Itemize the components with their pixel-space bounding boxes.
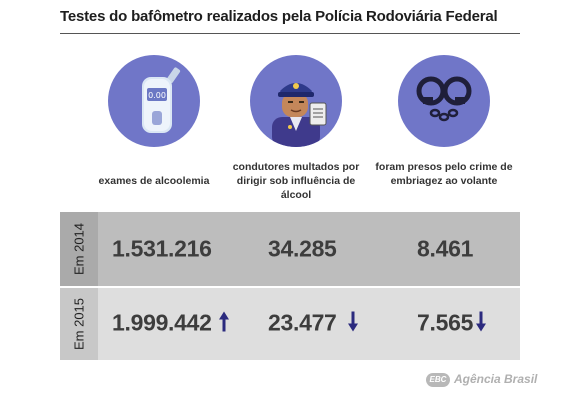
arrow-up-icon: [218, 310, 230, 338]
year-label: Em 2015: [71, 297, 87, 351]
value-arrests-2014: 8.461: [417, 235, 474, 262]
value-arrests-2015-wrap: 7.565: [417, 310, 487, 339]
arrow-down-icon: [347, 310, 359, 338]
brand-badge: EBC: [426, 373, 450, 387]
value-fined-drivers-2014: 34.285: [268, 235, 337, 262]
breathalyzer-icon: 0.00: [108, 55, 200, 147]
breathalyzer-display: 0.00: [148, 91, 166, 100]
value-breath-tests-2015-wrap: 1.999.442: [112, 310, 230, 339]
value-fined-drivers-2015-wrap: 23.477: [268, 310, 359, 339]
year-label: Em 2014: [71, 222, 87, 276]
data-row-2015: Em 2015 1.999.442 23.477 7.565: [60, 288, 520, 360]
value-fined-drivers-2015: 23.477: [268, 309, 337, 336]
arrow-down-icon: [475, 310, 487, 338]
year-cell: Em 2014: [60, 212, 98, 286]
officer-icon: [250, 55, 342, 147]
data-row-2014: Em 2014 1.531.216 34.285 8.461: [60, 212, 520, 286]
value-breath-tests-2014: 1.531.216: [112, 235, 212, 262]
caption-breath-tests: exames de alcoolemia: [98, 175, 210, 187]
value-arrests-2015: 7.565: [417, 309, 474, 336]
value-breath-tests-2015: 1.999.442: [112, 309, 212, 336]
year-cell: Em 2015: [60, 288, 98, 360]
caption-arrests: foram presos pelo crime de embriagez ao …: [375, 161, 513, 187]
caption-fined-drivers: condutores multados por dirigir sob infl…: [232, 161, 360, 201]
handcuffs-icon: [398, 55, 490, 147]
brand-name: Agência Brasil: [454, 372, 538, 386]
page-title: Testes do bafômetro realizados pela Polí…: [60, 8, 520, 34]
